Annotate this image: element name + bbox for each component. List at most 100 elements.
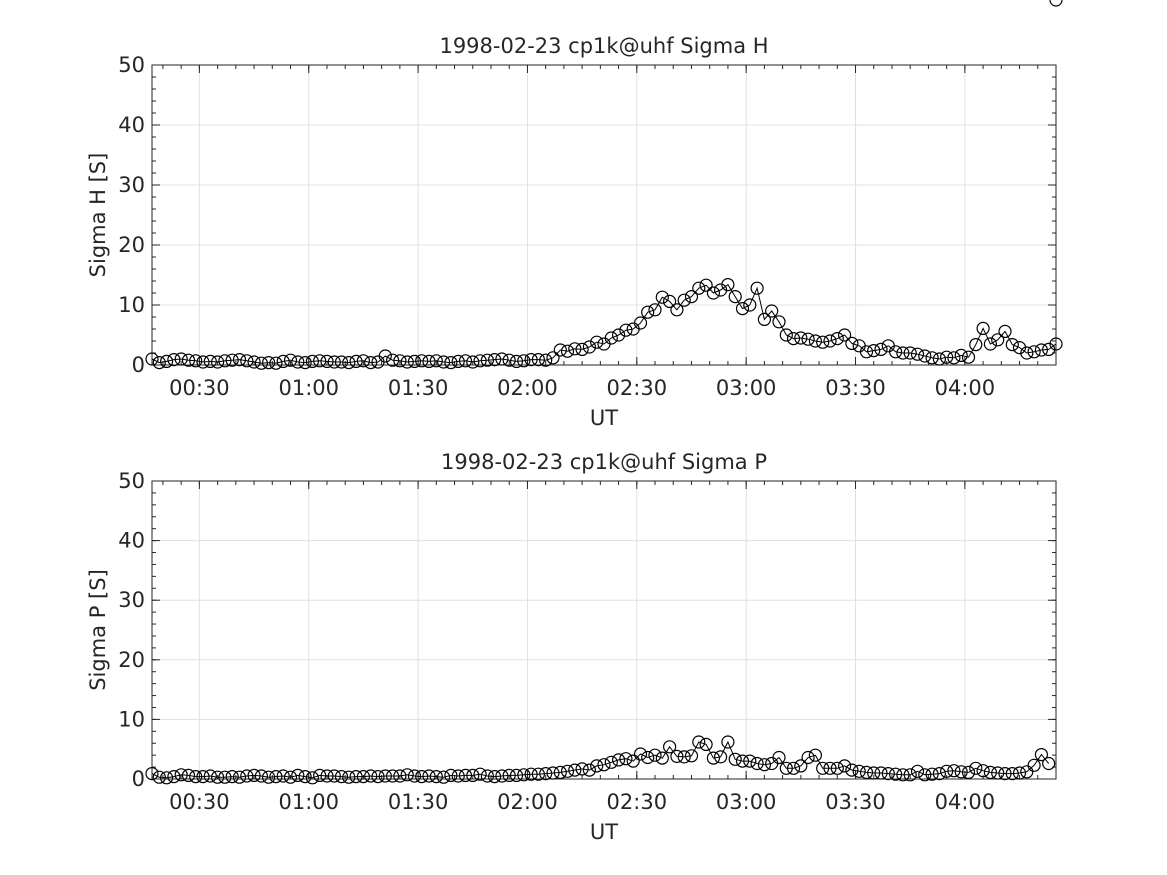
- sigma-h-data-point: [837, 328, 852, 342]
- sigma-h-data-point: [509, 354, 524, 368]
- sigma-p-data-point: [969, 761, 983, 775]
- sigma-h-data-point: [743, 298, 757, 312]
- sigma-p-data-point: [400, 768, 414, 782]
- sigma-p-data-point: [371, 769, 385, 784]
- sigma-h-data-point: [415, 354, 429, 368]
- sigma-h-data-point: [1034, 343, 1049, 357]
- sigma-h-data-point: [400, 355, 414, 369]
- sigma-h-data-point: [611, 328, 626, 342]
- sigma-h-data-point: [145, 352, 159, 366]
- sigma-h-data-point: [189, 354, 203, 368]
- sigma-p-data-point: [203, 769, 217, 783]
- sigma-p-data-point: [983, 765, 998, 780]
- sigma-p-data-point: [437, 770, 451, 784]
- sigma-p-data-point: [925, 767, 939, 781]
- sigma-p-data-point: [845, 763, 859, 777]
- sigma-p-data-point: [517, 768, 531, 782]
- sigma-p-data-point: [276, 769, 290, 783]
- sigma-p-x-tick-label: 03:00: [716, 790, 777, 814]
- sigma-p-data-point: [590, 759, 604, 773]
- sigma-p-data-point: [991, 766, 1005, 780]
- sigma-p-y-tick-label: 0: [132, 767, 145, 791]
- sigma-p-data-point: [728, 752, 742, 766]
- sigma-p-data-point: [611, 753, 626, 767]
- sigma-p-data-point: [254, 769, 268, 783]
- sigma-h-data-point: [517, 354, 531, 368]
- sigma-p-data-point: [954, 765, 968, 779]
- sigma-h-data-point: [896, 346, 910, 360]
- sigma-h-data-point: [918, 349, 932, 363]
- sigma-p-series-line: [151, 740, 1050, 779]
- sigma-p-data-point: [539, 766, 553, 781]
- sigma-h-data-point: [983, 337, 998, 351]
- sigma-h-data-point: [604, 331, 618, 345]
- sigma-p-data-point: [1049, 0, 1063, 7]
- sigma-h-data-point: [939, 350, 954, 364]
- sigma-h-data-point: [947, 351, 961, 365]
- sigma-h-data-point: [648, 303, 662, 317]
- sigma-p-data-point: [1027, 758, 1041, 772]
- sigma-h-data-point: [407, 354, 422, 368]
- sigma-h-data-point: [181, 353, 196, 367]
- sigma-p-y-tick-label: 20: [118, 648, 145, 672]
- sigma-p-data-point: [298, 769, 312, 784]
- sigma-h-data-point: [334, 355, 349, 369]
- sigma-h-data-point: [429, 354, 443, 368]
- sigma-h-data-point: [874, 342, 888, 356]
- sigma-h-x-tick-label: 02:00: [497, 376, 558, 400]
- sigma-p-y-axis-label: Sigma P [S]: [86, 569, 110, 691]
- sigma-h-data-point: [378, 349, 392, 363]
- sigma-h-data-point: [888, 345, 903, 359]
- sigma-h-x-tick-label: 03:30: [825, 376, 886, 400]
- sigma-h-data-point: [655, 290, 669, 304]
- sigma-h-data-point: [480, 353, 494, 367]
- sigma-p-data-point: [364, 769, 378, 783]
- sigma-h-x-axis-label: UT: [590, 406, 618, 430]
- sigma-p-data-point: [152, 770, 166, 784]
- sigma-h-data-point: [582, 340, 597, 354]
- sigma-h-data-point: [495, 352, 509, 366]
- sigma-p-data-point: [160, 771, 174, 785]
- sigma-p-data-point: [240, 769, 254, 783]
- sigma-p-data-point: [998, 766, 1012, 781]
- sigma-h-axes-box: [151, 64, 1057, 366]
- sigma-h-panel: 0 10 20 30 40 50 00:30 01:00 01:30 02:00 02:30 03:0…: [86, 34, 1063, 430]
- sigma-p-data-point: [604, 755, 618, 769]
- sigma-h-data-point: [786, 332, 801, 346]
- sigma-h-x-tick-label: 03:00: [716, 376, 777, 400]
- sigma-p-data-point: [903, 768, 917, 782]
- sigma-p-data-point: [699, 737, 713, 752]
- sigma-p-data-point: [757, 758, 772, 772]
- sigma-p-data-point: [181, 768, 196, 783]
- sigma-p-data-point: [947, 764, 961, 778]
- sigma-h-data-point: [269, 356, 283, 370]
- sigma-h-data-point: [283, 353, 298, 367]
- sigma-p-data-point: [888, 767, 903, 781]
- sigma-p-data-point: [218, 770, 232, 784]
- sigma-h-data-point: [437, 355, 451, 369]
- sigma-p-y-tick-label: 10: [118, 707, 145, 731]
- sigma-h-data-point: [706, 286, 721, 300]
- sigma-h-y-tick-label: 40: [118, 113, 145, 137]
- sigma-p-panel: 0 10 20 30 40 50 00:30 01:00 01:30 02:00 02:30 03:0…: [86, 0, 1063, 844]
- sigma-h-data-point: [364, 356, 378, 370]
- sigma-h-data-point: [808, 334, 823, 348]
- sigma-p-data-point: [356, 769, 370, 784]
- sigma-h-data-point: [211, 355, 225, 369]
- sigma-p-data-point: [619, 752, 633, 766]
- sigma-p-data-point: [415, 769, 429, 784]
- sigma-h-y-tick-label: 20: [118, 233, 145, 257]
- sigma-h-data-point: [728, 290, 742, 304]
- sigma-p-data-point: [531, 767, 546, 781]
- sigma-h-data-point: [619, 323, 633, 337]
- sigma-h-data-point: [1049, 337, 1063, 351]
- sigma-h-data-point: [393, 354, 407, 368]
- sigma-p-data-point: [145, 766, 159, 781]
- sigma-p-y-tick-label: 40: [118, 529, 145, 553]
- sigma-h-data-point: [1027, 345, 1041, 359]
- sigma-h-data-point: [750, 281, 764, 295]
- sigma-p-data-point: [1005, 766, 1019, 781]
- sigma-p-data-point: [305, 771, 319, 785]
- sigma-h-data-point: [225, 353, 239, 367]
- sigma-p-data-point: [196, 769, 210, 784]
